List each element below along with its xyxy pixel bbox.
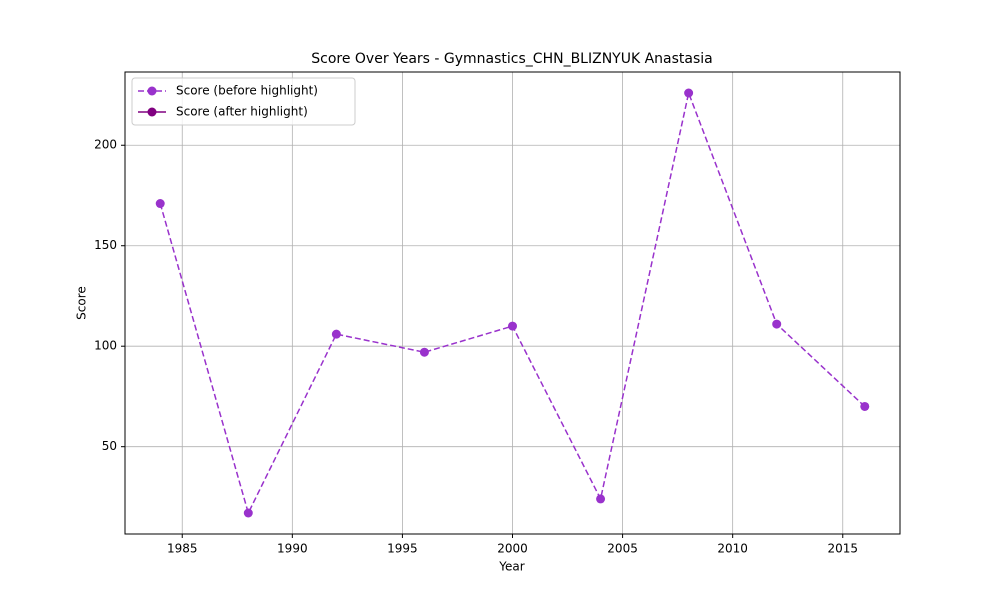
legend-box — [131, 77, 356, 126]
legend-label: Score (after highlight) — [176, 105, 308, 119]
y-tick-label: 200 — [94, 138, 117, 152]
y-tick-label: 150 — [94, 238, 117, 252]
x-tick-label: 2010 — [717, 542, 748, 556]
data-point — [596, 494, 606, 504]
plot-frame — [124, 71, 901, 535]
data-point — [155, 199, 165, 209]
legend-marker — [147, 107, 157, 117]
x-tick-label: 2005 — [607, 542, 638, 556]
y-tick-label: 50 — [102, 439, 117, 453]
x-tick-label: 2000 — [497, 542, 528, 556]
data-point — [419, 347, 429, 357]
x-tick-label: 1990 — [277, 542, 308, 556]
data-point — [331, 329, 341, 339]
chart-title: Score Over Years - Gymnastics_CHN_BLIZNY… — [311, 51, 713, 67]
y-tick-label: 100 — [94, 339, 117, 353]
data-point — [684, 88, 694, 98]
data-point — [860, 401, 870, 411]
x-tick-label: 1985 — [167, 542, 198, 556]
y-axis-label: Score — [75, 286, 89, 320]
x-axis-label: Year — [498, 560, 524, 574]
x-tick-label: 1995 — [387, 542, 418, 556]
data-point — [772, 319, 782, 329]
data-point — [243, 508, 253, 518]
legend-label: Score (before highlight) — [176, 84, 318, 98]
data-point — [508, 321, 517, 331]
legend-marker — [147, 86, 157, 96]
x-tick-label: 2015 — [827, 542, 858, 556]
